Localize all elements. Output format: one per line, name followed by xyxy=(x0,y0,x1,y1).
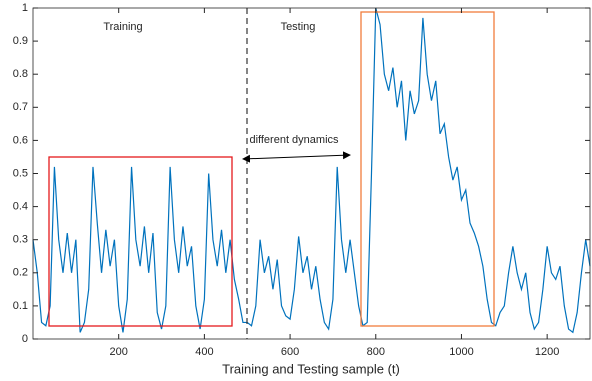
x-tick-label: 400 xyxy=(195,346,213,358)
x-tick-label: 1200 xyxy=(535,346,559,358)
annotation: Training xyxy=(103,21,142,33)
training-box xyxy=(48,156,233,327)
y-tick-label: 0 xyxy=(22,333,28,345)
y-tick-label: 0.2 xyxy=(13,267,28,279)
y-tick-label: 0.3 xyxy=(13,234,28,246)
y-tick-label: 0.6 xyxy=(13,134,28,146)
annotation: Testing xyxy=(281,21,316,33)
y-tick-label: 0.4 xyxy=(13,201,28,213)
y-tick-label: 0.1 xyxy=(13,300,28,312)
y-tick-label: 0.8 xyxy=(13,68,28,80)
y-tick-label: 0.5 xyxy=(13,167,28,179)
x-tick-label: 800 xyxy=(367,346,385,358)
y-tick-label: 0.9 xyxy=(13,35,28,47)
y-tick-label: 1 xyxy=(22,2,28,14)
y-tick-label: 0.7 xyxy=(13,101,28,113)
x-tick-label: 600 xyxy=(281,346,299,358)
x-axis-label: Training and Testing sample (t) xyxy=(222,361,400,376)
x-tick-label: 1000 xyxy=(449,346,473,358)
plot-area xyxy=(33,8,590,339)
data-line xyxy=(32,7,591,334)
x-tick-label: 200 xyxy=(110,346,128,358)
marks xyxy=(32,7,591,334)
testing-box xyxy=(360,11,495,327)
arrow xyxy=(242,151,351,163)
annotation: different dynamics xyxy=(249,134,339,146)
